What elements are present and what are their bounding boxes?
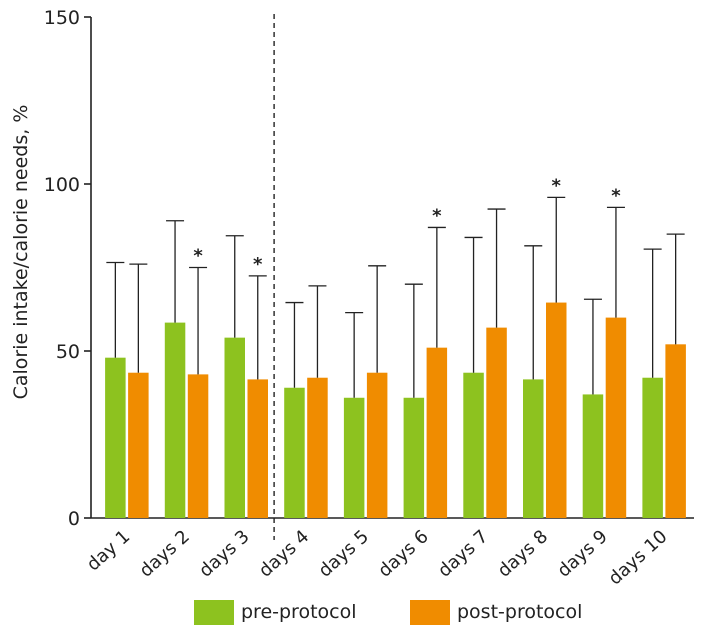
bar-pre-protocol [582, 394, 604, 518]
legend-swatch-post-protocol [410, 600, 450, 625]
bar-post-protocol [187, 374, 209, 518]
x-tick-label: days 5 [315, 526, 373, 582]
y-tick-label: 50 [56, 341, 80, 363]
bar-pre-protocol [105, 357, 126, 518]
error-bars [106, 196, 685, 398]
significance-marks: * * * * * [193, 175, 621, 274]
bar-post-protocol [247, 379, 268, 518]
x-tick-label: days 2 [135, 526, 193, 582]
bar-pre-protocol [523, 379, 544, 518]
legend-swatch-pre-protocol [194, 600, 234, 625]
bar-pre-protocol [463, 372, 484, 518]
bars [105, 302, 686, 518]
bar-pre-protocol [343, 397, 365, 518]
x-tick-label: days 3 [195, 526, 253, 582]
bar-post-protocol [605, 317, 627, 518]
bar-post-protocol [426, 347, 448, 518]
bar-post-protocol [366, 372, 388, 518]
bar-post-protocol [486, 327, 507, 518]
bar-post-protocol [307, 377, 328, 518]
bar-pre-protocol [284, 387, 305, 518]
legend-label: pre-protocol [241, 601, 357, 623]
y-tick-label: 150 [44, 7, 80, 29]
significance-mark: * [193, 246, 203, 267]
legend-label: post-protocol [457, 601, 582, 623]
bar-post-protocol [665, 344, 686, 518]
bar-post-protocol [546, 302, 567, 518]
significance-mark: * [253, 254, 263, 275]
significance-mark: * [432, 205, 442, 226]
bar-pre-protocol [164, 322, 186, 518]
bar-post-protocol [128, 372, 149, 518]
bar-pre-protocol [403, 397, 425, 518]
bar-pre-protocol [642, 377, 663, 518]
legend: pre-protocol post-protocol [194, 600, 582, 625]
x-tick-label: days 7 [434, 526, 492, 582]
x-tick-label: days 8 [494, 526, 552, 582]
significance-mark: * [552, 175, 562, 196]
x-tick-label: days 10 [605, 526, 672, 589]
y-axis: 0 50 100 150 [44, 7, 92, 530]
x-tick-label: days 4 [255, 526, 313, 582]
y-tick-label: 100 [44, 174, 80, 196]
bar-pre-protocol [224, 337, 245, 518]
x-tick-label: day 1 [83, 526, 134, 575]
x-tick-label: days 6 [374, 526, 432, 582]
significance-mark: * [611, 185, 621, 206]
x-tick-label: days 9 [553, 526, 611, 582]
y-tick-label: 0 [68, 508, 80, 530]
y-axis-label: Calorie intake/calorie needs, % [10, 105, 32, 400]
